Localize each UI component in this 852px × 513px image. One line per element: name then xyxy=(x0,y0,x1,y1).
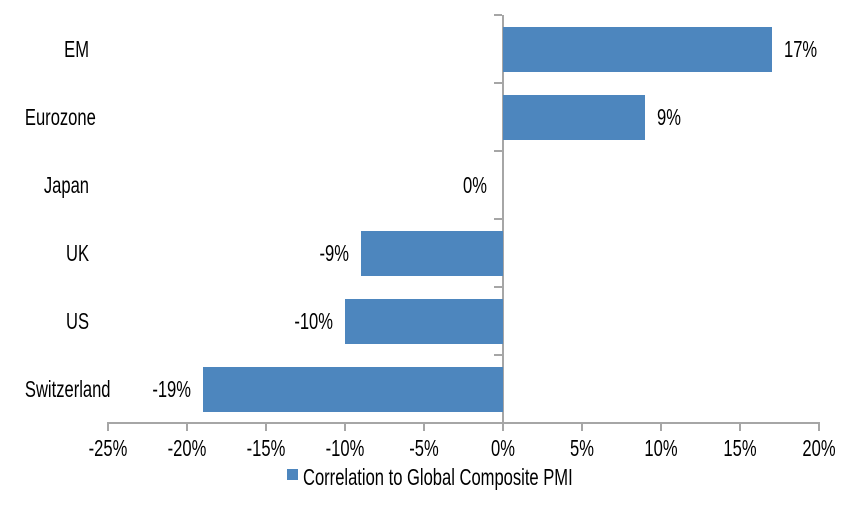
y-axis-tick xyxy=(494,150,502,152)
bar xyxy=(360,230,503,276)
x-axis-tick xyxy=(502,423,504,431)
x-axis-tick xyxy=(818,423,820,431)
bar xyxy=(202,366,503,412)
x-tick-label: 5% xyxy=(570,435,594,461)
category-label: EM xyxy=(64,36,89,62)
x-axis-tick xyxy=(581,423,583,431)
bar xyxy=(503,26,772,72)
x-axis-tick xyxy=(186,423,188,431)
y-axis-line xyxy=(502,15,504,424)
category-label: Switzerland xyxy=(24,376,111,402)
x-axis-tick xyxy=(423,423,425,431)
value-label: 0% xyxy=(463,172,487,198)
bar xyxy=(503,94,646,140)
value-label: -9% xyxy=(319,240,349,266)
legend-label: Correlation to Global Composite PMI xyxy=(303,464,573,490)
x-tick-label: 20% xyxy=(802,435,836,461)
y-axis-tick xyxy=(494,286,502,288)
x-axis-tick xyxy=(344,423,346,431)
legend-color-swatch-icon xyxy=(287,469,298,480)
x-axis-tick xyxy=(107,423,109,431)
bar xyxy=(345,298,503,344)
x-axis-tick xyxy=(660,423,662,431)
value-label: 17% xyxy=(783,36,817,62)
y-axis-tick xyxy=(494,354,502,356)
x-axis-tick xyxy=(265,423,267,431)
x-axis-tick xyxy=(739,423,741,431)
x-tick-label: -20% xyxy=(167,435,207,461)
value-label: 9% xyxy=(657,104,682,130)
value-label: -10% xyxy=(294,308,333,334)
x-tick-label: -10% xyxy=(325,435,365,461)
category-label: UK xyxy=(65,240,89,266)
x-tick-label: 10% xyxy=(644,435,678,461)
x-tick-label: -15% xyxy=(246,435,286,461)
category-label: Eurozone xyxy=(24,104,96,130)
x-tick-label: -5% xyxy=(409,435,439,461)
y-axis-tick xyxy=(494,422,502,424)
y-axis-tick xyxy=(494,218,502,220)
category-label: US xyxy=(65,308,89,334)
category-label: Japan xyxy=(43,172,89,198)
value-label: -19% xyxy=(152,376,191,402)
x-tick-label: 15% xyxy=(723,435,757,461)
x-tick-label: 0% xyxy=(491,435,515,461)
x-axis-line xyxy=(107,422,820,424)
x-tick-label: -25% xyxy=(88,435,128,461)
y-axis-tick xyxy=(494,14,502,16)
y-axis-tick xyxy=(494,82,502,84)
